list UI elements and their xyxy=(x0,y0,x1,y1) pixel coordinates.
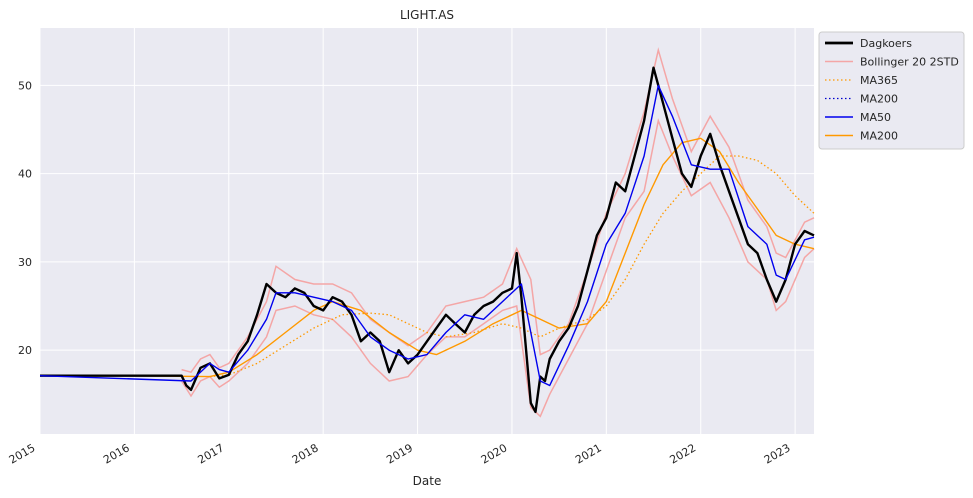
legend-label-bollinger-20-2std: Bollinger 20 2STD xyxy=(860,56,959,69)
legend-label-ma365: MA365 xyxy=(860,74,898,87)
bollinger-lower-line xyxy=(180,118,815,418)
bollinger-upper-line xyxy=(181,47,815,374)
chart-title: LIGHT.AS xyxy=(400,8,454,22)
legend-box xyxy=(818,31,965,150)
series-line-ma200-5 xyxy=(115,137,815,378)
series-line-ma50-4 xyxy=(39,84,815,387)
x-tick-label: 2020 xyxy=(479,441,510,466)
x-tick-label: 2019 xyxy=(384,441,415,466)
legend-label-ma200: MA200 xyxy=(860,93,898,106)
x-tick-label: 2018 xyxy=(290,441,321,466)
y-tick-label: 40 xyxy=(18,168,32,181)
y-axis: 20 30 40 50 xyxy=(18,79,32,357)
x-tick-label: 2017 xyxy=(196,441,227,466)
legend-label-ma200: MA200 xyxy=(860,130,898,143)
y-tick-label: 20 xyxy=(18,344,32,357)
series-group xyxy=(39,66,815,414)
legend: Dagkoers Bollinger 20 2STD MA365 MA200 MA50 M… xyxy=(818,31,965,150)
plot-background xyxy=(40,28,814,434)
y-tick-label: 30 xyxy=(18,256,32,269)
series-line-ma365-2 xyxy=(209,155,815,378)
legend-label-dagkoers: Dagkoers xyxy=(860,37,912,50)
bollinger-band xyxy=(180,47,815,418)
legend-label-ma50: MA50 xyxy=(860,111,891,124)
y-tick-label: 50 xyxy=(18,79,32,92)
x-tick-label: 2016 xyxy=(101,441,132,466)
x-tick-label: 2022 xyxy=(667,441,698,466)
x-tick-label: 2023 xyxy=(762,441,793,466)
x-axis: 2015 2016 2017 2018 2019 2020 2021 2022 2023 xyxy=(7,441,793,466)
x-tick-label: 2015 xyxy=(7,441,38,466)
x-tick-label: 2021 xyxy=(573,441,604,466)
grid xyxy=(39,28,814,434)
x-axis-title: Date xyxy=(413,474,442,488)
